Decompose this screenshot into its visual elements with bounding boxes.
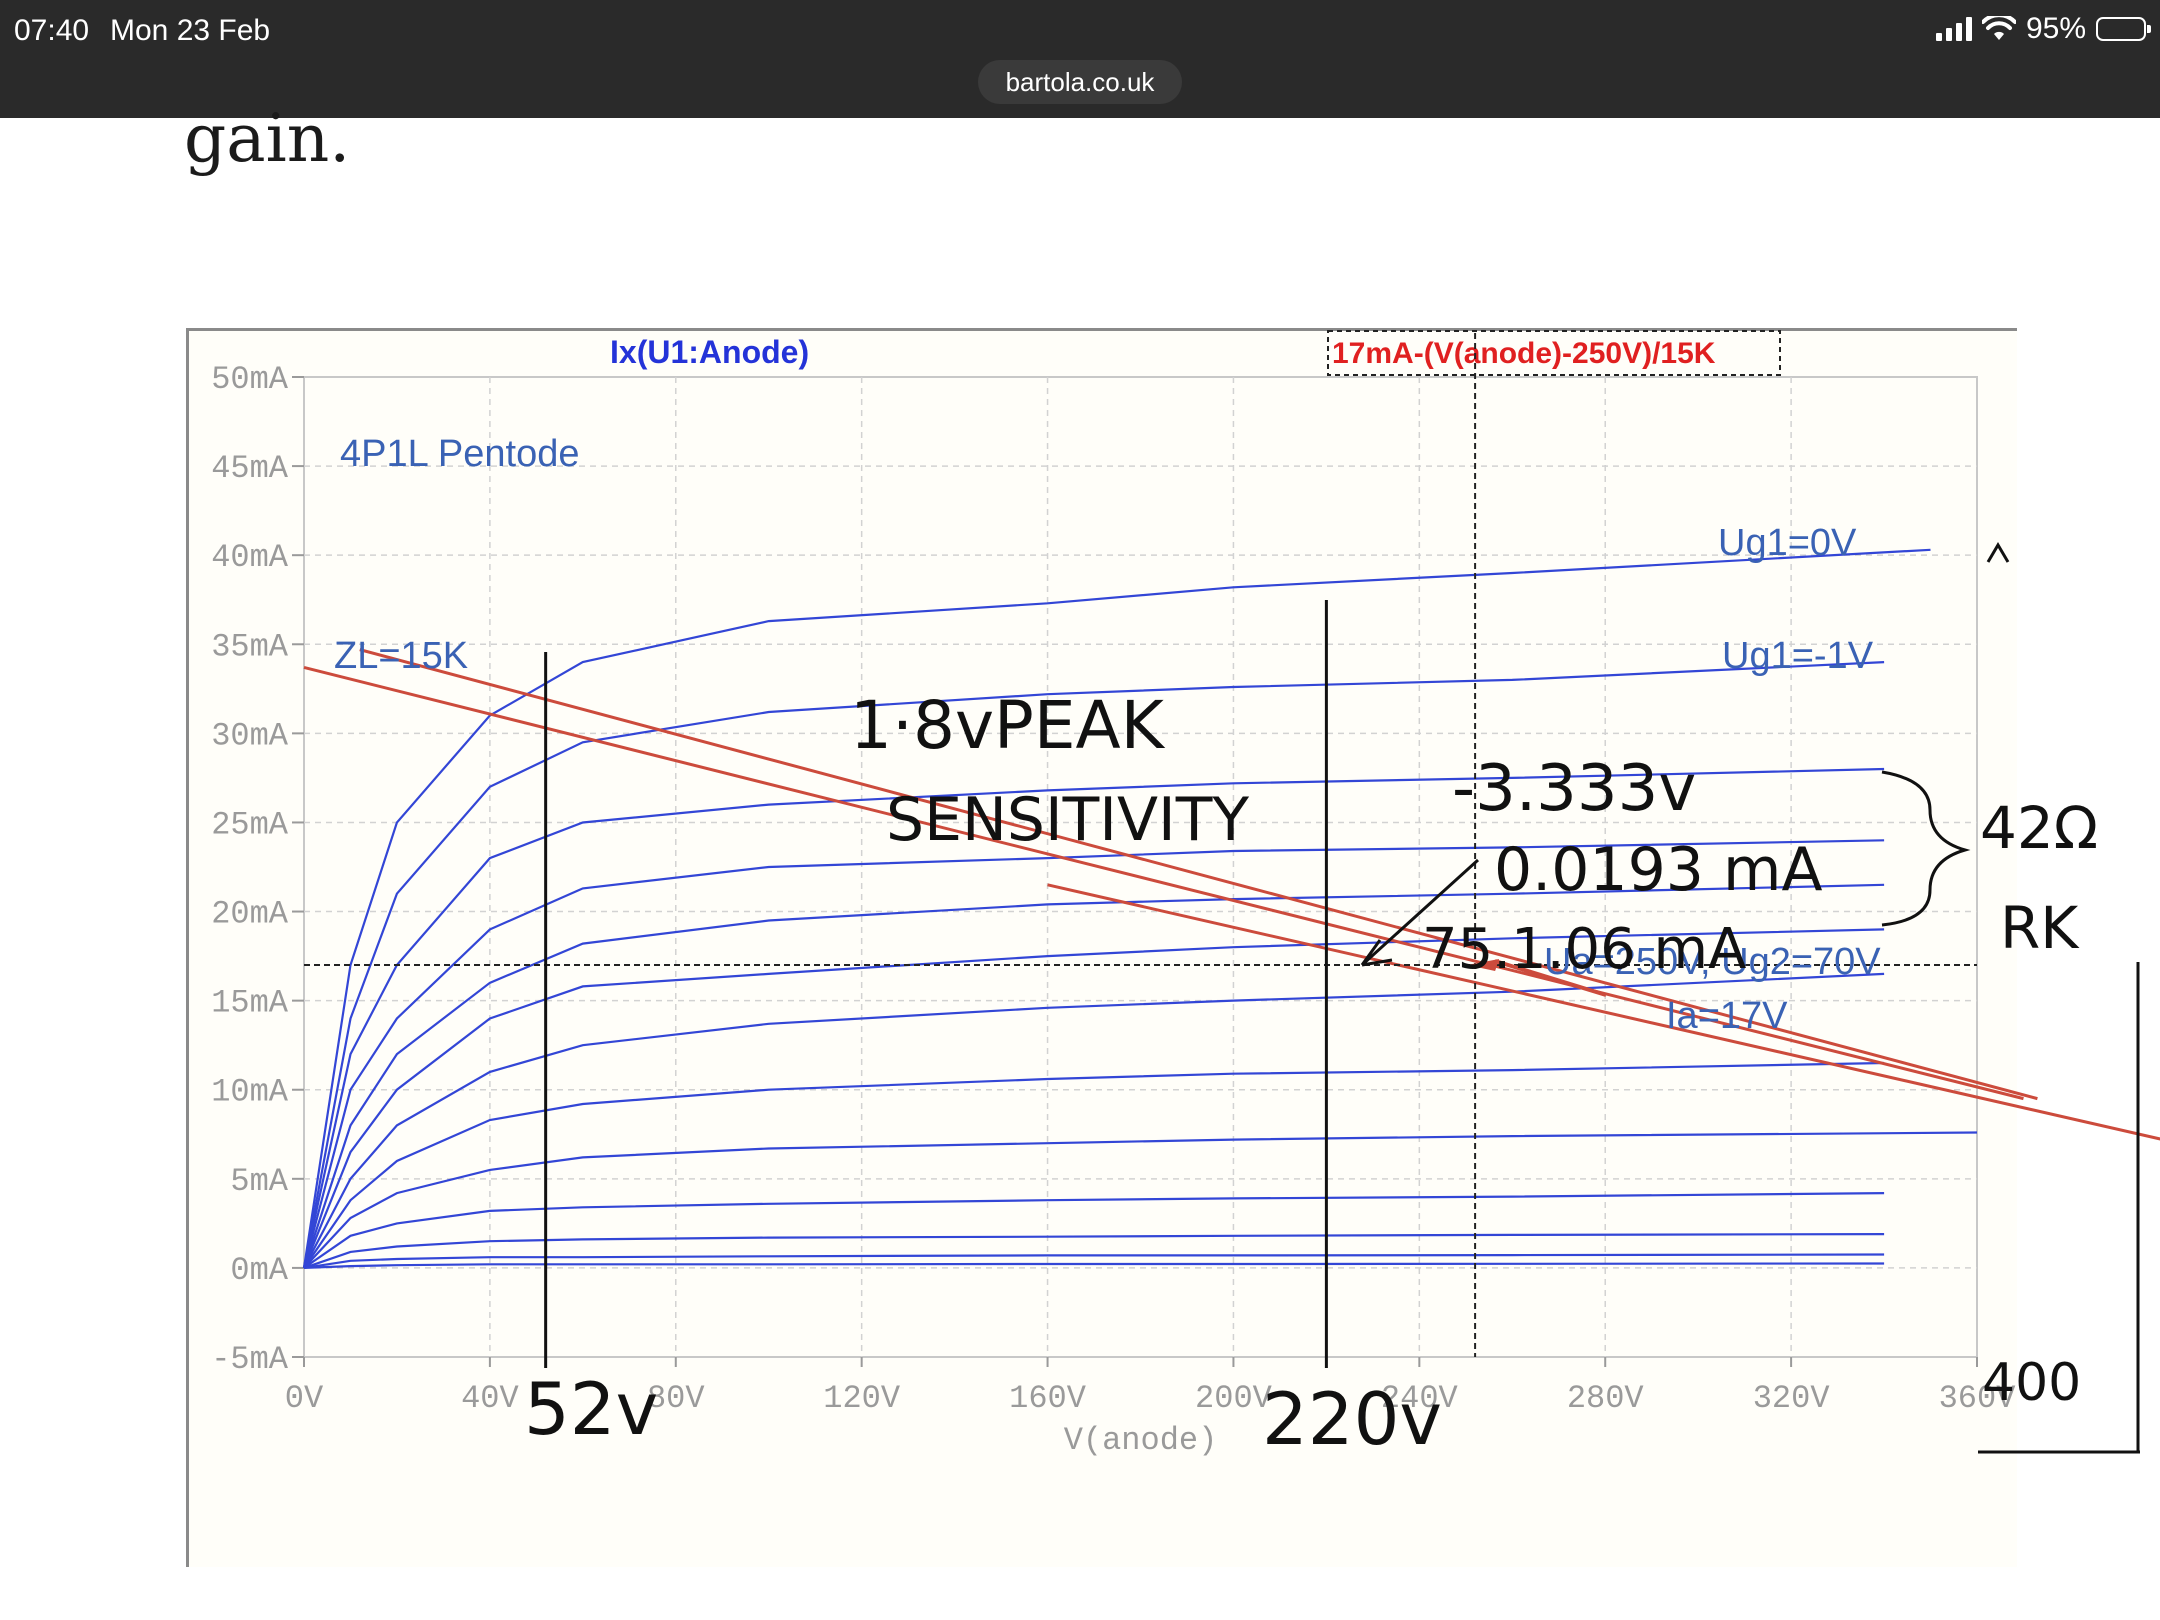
plate-curve — [303, 1192, 1885, 1269]
plate-curve — [303, 1253, 1885, 1269]
x-tick-label: 240V — [1381, 1380, 1459, 1417]
status-date: Mon 23 Feb — [110, 14, 271, 47]
annotation-ug1-1: Ug1=-1V — [1722, 635, 1874, 677]
handwritten-division: 75.1.06 mA — [1422, 917, 1746, 982]
plate-curve — [302, 661, 1885, 1269]
handwritten-rk: RK — [2000, 894, 2080, 962]
handwritten-peak: 1·8vPEAK — [850, 687, 1166, 764]
status-bar: 07:40 Mon 23 Feb 95% bartola.co.uk — [0, 0, 2160, 118]
handwritten-voltage: -3.333v — [1452, 752, 1696, 826]
load-line — [303, 665, 2024, 1101]
handwritten-current: 0.0193 mA — [1494, 835, 1823, 905]
annotation-ug1-0: Ug1=0V — [1718, 522, 1857, 564]
x-axis-label: V(anode) — [1064, 1422, 1218, 1459]
plate-curve — [302, 548, 1931, 1269]
x-tick-label: 40V — [461, 1380, 519, 1417]
handwritten-400: 400 — [1982, 1353, 2081, 1413]
handwritten-sensitivity: SENSITIVITY — [886, 785, 1249, 855]
y-tick-label: 45mA — [211, 450, 289, 487]
article-text: gain. — [184, 100, 351, 177]
battery-icon — [2096, 17, 2151, 41]
annotation-zl: ZL=15K — [334, 635, 468, 677]
x-tick-label: 160V — [1009, 1380, 1087, 1417]
plate-curve — [303, 1233, 1885, 1269]
y-tick-label: 35mA — [211, 628, 289, 665]
cursor-arrow — [1494, 959, 1607, 997]
address-bar-url[interactable]: bartola.co.uk — [978, 60, 1182, 104]
y-tick-label: 10mA — [211, 1074, 289, 1111]
plate-curve — [302, 928, 1885, 1269]
y-tick-label: 15mA — [211, 985, 289, 1022]
plate-curve — [303, 1262, 1885, 1269]
y-tick-label: 50mA — [211, 361, 289, 398]
handwritten-52v: 52v — [524, 1367, 658, 1451]
plate-curve — [302, 883, 1885, 1269]
load-line — [359, 648, 2038, 1101]
wifi-icon — [1981, 16, 2016, 40]
plate-curve — [303, 972, 1885, 1269]
battery-percent: 95% — [2025, 12, 2086, 45]
y-tick-label: 30mA — [211, 717, 289, 754]
y-tick-label: 20mA — [211, 896, 289, 933]
x-tick-label: 0V — [285, 1380, 324, 1417]
y-tick-label: 25mA — [211, 806, 289, 843]
handwritten-220v: 220v — [1262, 1377, 1442, 1461]
x-tick-label: 80V — [647, 1380, 705, 1417]
annotation-ua: Ua=250V, Ug2=70V — [1544, 941, 1881, 983]
annotation-ia: Ia=17V — [1666, 995, 1788, 1037]
trace-label-anode: Ix(U1:Anode) — [610, 334, 809, 370]
handwritten-resistance: 42Ω — [1980, 794, 2098, 862]
plate-curve — [302, 767, 1885, 1269]
status-time: 07:40 — [14, 14, 90, 47]
handwritten-arrow — [1986, 542, 2010, 563]
chart-title: 4P1L Pentode — [340, 433, 579, 475]
plot-area — [303, 376, 1978, 1358]
plate-curve — [303, 1131, 1978, 1269]
x-tick-label: 120V — [823, 1380, 901, 1417]
y-tick-label: -5mA — [211, 1341, 289, 1378]
handwritten-brace — [1881, 770, 1971, 927]
plate-curve — [302, 839, 1885, 1269]
status-icons: 95% — [1935, 12, 2151, 46]
x-tick-label: 280V — [1567, 1380, 1645, 1417]
trace-label-loadline: 17mA-(V(anode)-250V)/15K — [1332, 337, 1716, 370]
y-tick-label: 0mA — [230, 1252, 288, 1289]
y-tick-label: 40mA — [211, 539, 289, 576]
x-tick-label: 200V — [1195, 1380, 1273, 1417]
handwritten-arrow-left — [1360, 858, 1480, 967]
load-line — [1047, 883, 2160, 1141]
trace-label-box — [1327, 330, 1781, 376]
cursor-arrowhead — [1467, 959, 1500, 971]
cellular-signal-icon — [1935, 17, 1972, 41]
x-tick-label: 360V — [1939, 1380, 2017, 1417]
y-tick-label: 5mA — [230, 1163, 288, 1200]
plate-curve — [303, 1061, 1885, 1269]
x-tick-label: 320V — [1753, 1380, 1831, 1417]
